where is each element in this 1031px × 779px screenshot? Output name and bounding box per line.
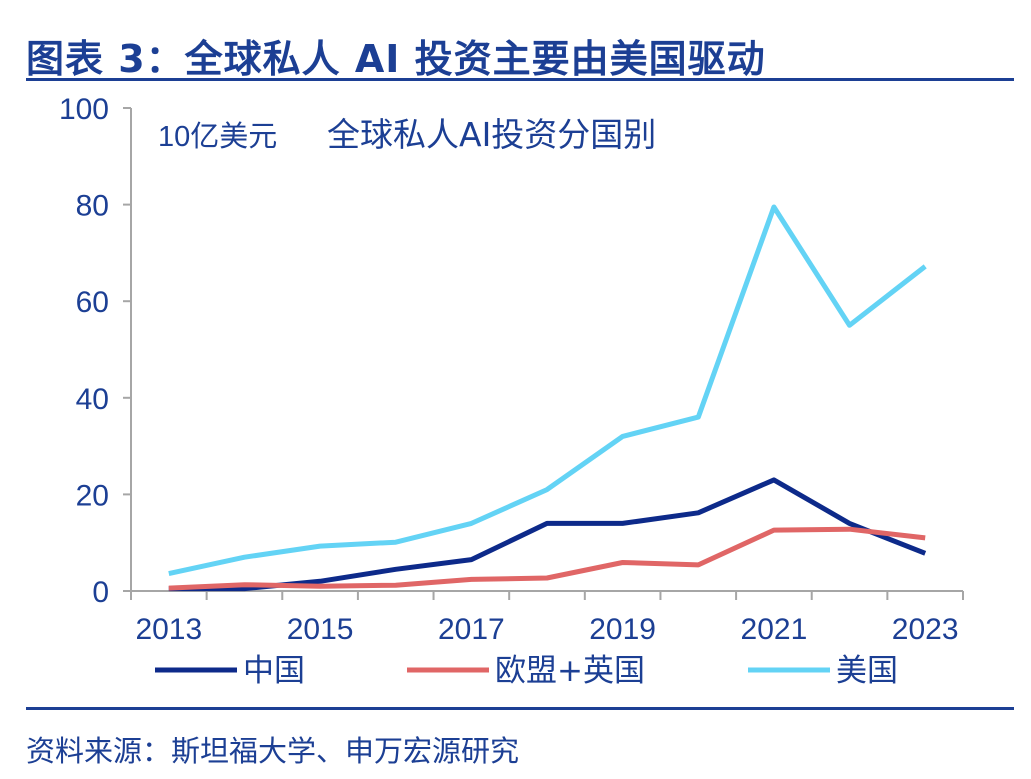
- series-line-2: [168, 204, 927, 577]
- series-line-0: [168, 477, 927, 592]
- x-tick-label: 2023: [892, 613, 959, 646]
- chart-title: 全球私人AI投资分国别: [327, 115, 656, 154]
- y-axis-unit-label: 10亿美元: [158, 120, 277, 153]
- y-tick-label: 80: [76, 190, 109, 223]
- title-divider: [26, 78, 1014, 81]
- legend-label-1: 欧盟+英国: [495, 653, 645, 689]
- figure-title: 图表 3：全球私人 AI 投资主要由美国驱动: [26, 37, 766, 81]
- line-chart: 0 20 40 60 80 100 2013 2015 2017 2019 2021 2023 10亿…: [59, 93, 964, 689]
- x-tick-label: 2013: [135, 613, 202, 646]
- chart-legend: 中国 欧盟+英国 美国: [155, 653, 898, 689]
- y-tick-label: 60: [76, 286, 109, 319]
- series-line-1: [168, 526, 926, 591]
- chart-axes: 0 20 40 60 80 100 2013 2015 2017 2019 2021 2023: [59, 93, 964, 646]
- y-tick-label: 40: [76, 383, 109, 416]
- y-tick-label: 100: [59, 93, 109, 126]
- legend-label-0: 中国: [243, 653, 305, 689]
- y-tick-label: 20: [76, 479, 109, 512]
- x-tick-label: 2017: [438, 613, 505, 646]
- source-note: 资料来源：斯坦福大学、申万宏源研究: [26, 734, 520, 768]
- legend-label-2: 美国: [836, 653, 898, 689]
- footer-divider: [26, 707, 1014, 710]
- x-tick-label: 2015: [287, 613, 354, 646]
- x-tick-label: 2019: [589, 613, 656, 646]
- chart-series-lines: [168, 204, 927, 592]
- y-tick-label: 0: [92, 576, 109, 609]
- x-tick-label: 2021: [741, 613, 808, 646]
